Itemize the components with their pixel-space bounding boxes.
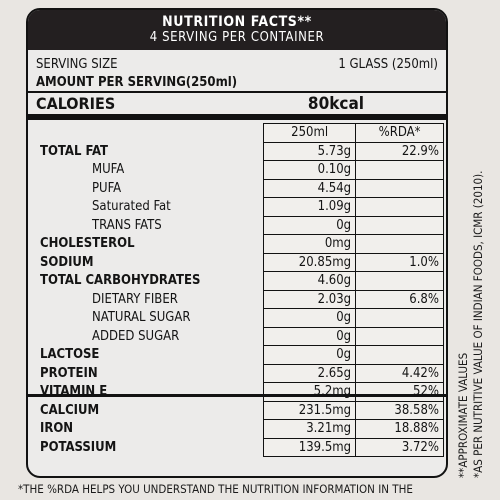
- table-row: PUFA 4.54g: [36, 179, 444, 198]
- nutrient-value: 0g: [263, 216, 357, 235]
- side-footnote-source: *AS PER NUTRITIVE VALUE OF INDIAN FOODS,…: [471, 170, 485, 478]
- nutrient-label: VITAMIN E: [40, 384, 108, 400]
- nutrient-value: 0g: [263, 308, 357, 328]
- nutrient-label: TOTAL CARBOHYDRATES: [40, 273, 201, 289]
- nutrient-value: 5.2mg: [263, 382, 357, 402]
- nutrient-value: 3.21mg: [263, 419, 357, 439]
- nutrient-rda: [355, 327, 444, 346]
- column-header-value: 250ml: [263, 123, 357, 143]
- nutrient-rda: 6.8%: [355, 290, 444, 309]
- nutrient-label: CALCIUM: [40, 402, 100, 418]
- nutrient-label: POTASSIUM: [40, 439, 117, 455]
- nutrient-rda: [355, 345, 444, 365]
- table-row: CHOLESTEROL 0mg: [36, 234, 444, 254]
- table-row: IRON 3.21mg 18.88%: [36, 419, 444, 439]
- nutrient-rda: [355, 271, 444, 291]
- nutrient-rda: 22.9%: [355, 142, 444, 161]
- table-row: DIETARY FIBER 2.03g 6.8%: [36, 290, 444, 309]
- nutrient-value: 0g: [263, 345, 357, 365]
- nutrient-rda: 38.58%: [355, 401, 444, 420]
- table-row: POTASSIUM 139.5mg 3.72%: [36, 438, 444, 457]
- nutrient-label: TOTAL FAT: [40, 143, 108, 159]
- calories-divider-top: [28, 91, 446, 93]
- nutrient-value: 2.03g: [263, 290, 357, 309]
- nutrient-rda: 3.72%: [355, 438, 444, 457]
- nutrient-rda: 18.88%: [355, 419, 444, 439]
- nutrient-value: 231.5mg: [263, 401, 357, 420]
- panel-subtitle: 4 SERVING PER CONTAINER: [149, 30, 325, 45]
- nutrient-value: 20.85mg: [263, 253, 357, 272]
- table-row: LACTOSE 0g: [36, 345, 444, 365]
- table-row: TOTAL CARBOHYDRATES 4.60g: [36, 271, 444, 291]
- nutrient-value: 0mg: [263, 234, 357, 254]
- nutrient-label: Saturated Fat: [92, 199, 171, 215]
- nutrient-rda: [355, 234, 444, 254]
- nutrient-label: PROTEIN: [40, 365, 98, 381]
- calories-value: 80kcal: [307, 94, 364, 114]
- table-row: Saturated Fat 1.09g: [36, 197, 444, 217]
- table-row: CALCIUM 231.5mg 38.58%: [36, 401, 444, 420]
- nutrient-rda: 52%: [355, 382, 444, 402]
- nutrient-rda: 4.42%: [355, 364, 444, 383]
- nutrient-label: IRON: [40, 421, 74, 437]
- side-footnote-approx: **APPROXIMATE VALUES: [456, 352, 470, 478]
- nutrient-label: NATURAL SUGAR: [92, 310, 191, 326]
- nutrient-label: SODIUM: [40, 254, 94, 270]
- nutrition-facts-panel: NUTRITION FACTS** 4 SERVING PER CONTAINE…: [26, 8, 448, 478]
- nutrient-value: 139.5mg: [263, 438, 357, 457]
- nutrient-label: PUFA: [92, 180, 122, 196]
- nutrient-rda: [355, 308, 444, 328]
- serving-size-label: SERVING SIZE: [36, 57, 118, 72]
- table-row: PROTEIN 2.65g 4.42%: [36, 364, 444, 383]
- nutrient-label: CHOLESTEROL: [40, 236, 135, 252]
- calories-divider-bottom: [28, 114, 446, 120]
- nutrient-value: 4.60g: [263, 271, 357, 291]
- nutrient-rda: [355, 216, 444, 235]
- nutrient-rda: [355, 197, 444, 217]
- nutrient-value: 1.09g: [263, 197, 357, 217]
- nutrient-label: TRANS FATS: [92, 217, 162, 233]
- table-header-row: 250ml %RDA*: [36, 123, 444, 143]
- nutrient-label: LACTOSE: [40, 347, 100, 363]
- table-row: ADDED SUGAR 0g: [36, 327, 444, 346]
- column-header-rda: %RDA*: [355, 123, 444, 143]
- nutrient-rda: [355, 160, 444, 180]
- nutrient-value: 5.73g: [263, 142, 357, 161]
- protein-divider: [28, 394, 446, 397]
- calories-row: CALORIES 80kcal: [36, 94, 438, 114]
- panel-header: NUTRITION FACTS** 4 SERVING PER CONTAINE…: [28, 10, 446, 50]
- serving-size-value: 1 GLASS (250ml): [338, 57, 438, 72]
- amount-per-serving-label: AMOUNT PER SERVING(250ml): [36, 75, 238, 90]
- nutrient-label: ADDED SUGAR: [92, 328, 180, 344]
- table-row: TOTAL FAT 5.73g 22.9%: [36, 142, 444, 161]
- nutrient-value: 2.65g: [263, 364, 357, 383]
- nutrient-label: DIETARY FIBER: [92, 291, 178, 307]
- table-row: TRANS FATS 0g: [36, 216, 444, 235]
- nutrient-rda: 1.0%: [355, 253, 444, 272]
- nutrient-rda: [355, 179, 444, 198]
- serving-info: SERVING SIZE 1 GLASS (250ml) AMOUNT PER …: [36, 57, 438, 90]
- side-footnote: **APPROXIMATE VALUES *AS PER NUTRITIVE V…: [456, 170, 486, 478]
- table-row: MUFA 0.10g: [36, 160, 444, 180]
- table-row: VITAMIN E 5.2mg 52%: [36, 382, 444, 402]
- panel-title: NUTRITION FACTS**: [162, 14, 312, 30]
- calories-label: CALORIES: [36, 94, 116, 113]
- nutrition-table: 250ml %RDA* TOTAL FAT 5.73g 22.9% MUFA 0.10g…: [36, 123, 444, 457]
- table-row: NATURAL SUGAR 0g: [36, 308, 444, 328]
- table-row: SODIUM 20.85mg 1.0%: [36, 253, 444, 272]
- nutrient-label: MUFA: [92, 162, 125, 178]
- nutrient-value: 0.10g: [263, 160, 357, 180]
- bottom-footnote: *THE %RDA HELPS YOU UNDERSTAND THE NUTRI…: [18, 482, 413, 496]
- nutrient-value: 4.54g: [263, 179, 357, 198]
- nutrient-value: 0g: [263, 327, 357, 346]
